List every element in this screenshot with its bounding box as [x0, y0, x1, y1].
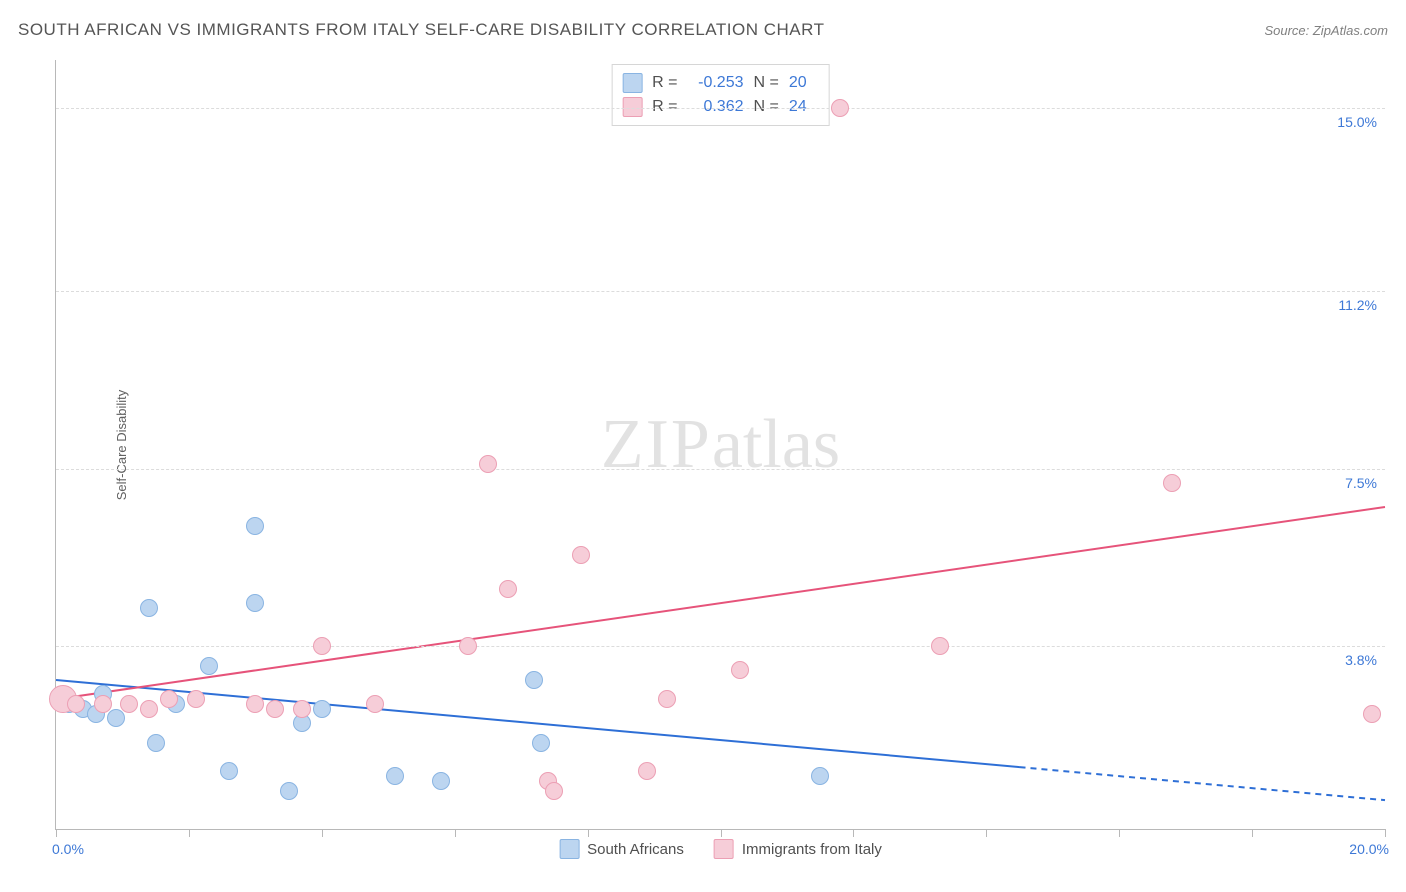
legend-item-1: Immigrants from Italy [714, 839, 882, 859]
stats-legend: R = -0.253 N = 20 R = 0.362 N = 24 [611, 64, 830, 126]
gridline [56, 646, 1385, 647]
plot-area: Self-Care Disability ZIPatlas R = -0.253… [55, 60, 1385, 830]
swatch-series-1 [622, 97, 642, 117]
data-point [220, 762, 238, 780]
x-tick [322, 829, 323, 837]
y-tick-label: 3.8% [1337, 652, 1377, 668]
data-point [280, 782, 298, 800]
data-point [140, 700, 158, 718]
data-point [1163, 474, 1181, 492]
x-tick [1252, 829, 1253, 837]
data-point [532, 734, 550, 752]
data-point [200, 657, 218, 675]
data-point [1363, 705, 1381, 723]
x-tick [1385, 829, 1386, 837]
data-point [459, 637, 477, 655]
data-point [147, 734, 165, 752]
x-axis-min-label: 0.0% [52, 841, 84, 857]
x-axis-max-label: 20.0% [1349, 841, 1389, 857]
y-tick-label: 11.2% [1330, 297, 1377, 313]
x-tick [986, 829, 987, 837]
data-point [140, 599, 158, 617]
data-point [931, 637, 949, 655]
data-point [366, 695, 384, 713]
data-point [499, 580, 517, 598]
data-point [67, 695, 85, 713]
data-point [658, 690, 676, 708]
stats-legend-row-1: R = 0.362 N = 24 [622, 95, 815, 119]
data-point [831, 99, 849, 117]
data-point [386, 767, 404, 785]
legend-swatch-0 [559, 839, 579, 859]
data-point [94, 695, 112, 713]
source-attribution: Source: ZipAtlas.com [1264, 23, 1388, 38]
x-tick [721, 829, 722, 837]
data-point [432, 772, 450, 790]
data-point [187, 690, 205, 708]
data-point [120, 695, 138, 713]
gridline [56, 291, 1385, 292]
x-tick [588, 829, 589, 837]
x-tick [455, 829, 456, 837]
stats-legend-row-0: R = -0.253 N = 20 [622, 71, 815, 95]
data-point [246, 594, 264, 612]
x-tick [1119, 829, 1120, 837]
chart-title: SOUTH AFRICAN VS IMMIGRANTS FROM ITALY S… [18, 20, 824, 40]
data-point [525, 671, 543, 689]
data-point [731, 661, 749, 679]
data-point [572, 546, 590, 564]
gridline [56, 469, 1385, 470]
y-tick-label: 15.0% [1329, 114, 1377, 130]
data-point [479, 455, 497, 473]
data-point [545, 782, 563, 800]
data-point [266, 700, 284, 718]
legend-swatch-1 [714, 839, 734, 859]
data-point [313, 700, 331, 718]
data-point [246, 695, 264, 713]
data-point [246, 517, 264, 535]
data-point [293, 700, 311, 718]
data-point [811, 767, 829, 785]
legend-item-0: South Africans [559, 839, 684, 859]
data-point [160, 690, 178, 708]
data-point [638, 762, 656, 780]
y-tick-label: 7.5% [1337, 475, 1377, 491]
x-tick [853, 829, 854, 837]
swatch-series-0 [622, 73, 642, 93]
trend-lines [56, 60, 1385, 829]
x-tick [56, 829, 57, 837]
data-point [107, 709, 125, 727]
bottom-legend: South Africans Immigrants from Italy [559, 839, 882, 859]
x-tick [189, 829, 190, 837]
data-point [313, 637, 331, 655]
gridline [56, 108, 1385, 109]
